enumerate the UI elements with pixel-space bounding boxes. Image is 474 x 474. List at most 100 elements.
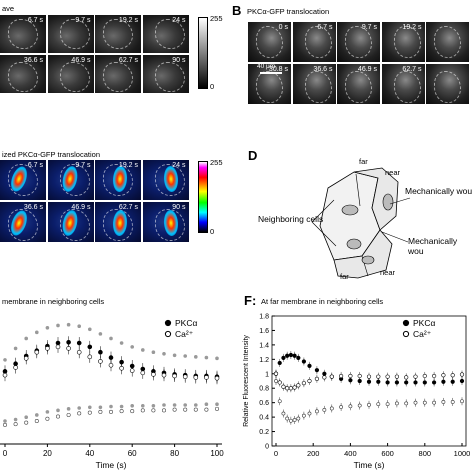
data-point	[183, 403, 187, 407]
cell-outline	[103, 62, 133, 92]
x-tick-label: 400	[344, 449, 357, 458]
data-point	[394, 374, 399, 379]
data-point	[88, 405, 92, 410]
panel-d-letter: D	[248, 148, 258, 163]
cell-outline	[154, 164, 185, 196]
panel-a-scale-max: 255	[210, 14, 223, 23]
data-point	[204, 375, 209, 380]
cell-outline	[8, 19, 38, 49]
y-tick-label: 1.8	[259, 314, 269, 321]
data-point	[441, 400, 446, 404]
data-point	[285, 386, 290, 391]
data-point	[77, 406, 81, 410]
cell-outline	[434, 26, 461, 58]
cell-outline	[8, 62, 38, 92]
data-point	[404, 401, 409, 406]
data-point	[450, 373, 455, 378]
data-point	[366, 374, 372, 379]
panel-b-tile	[426, 64, 469, 104]
timepoint-label: 30.8 s	[268, 66, 288, 73]
panel-b-tile: 9.7 s	[337, 22, 380, 62]
data-point	[172, 403, 177, 407]
data-point	[459, 378, 465, 384]
data-point	[141, 348, 145, 352]
timepoint-label: 90 s	[172, 57, 186, 64]
cell-outline	[59, 62, 90, 92]
y-tick-label: 0.4	[259, 415, 269, 422]
data-point	[459, 372, 465, 377]
panel-b-tile: 0 s	[248, 22, 291, 62]
x-tick-label: 200	[307, 449, 320, 458]
data-point	[348, 373, 353, 379]
timepoint-label: 6.7 s	[27, 17, 43, 24]
data-point	[277, 399, 282, 404]
data-point	[322, 407, 327, 412]
cell-outline	[103, 164, 133, 196]
panel-e-title: membrane in neighboring cells	[2, 297, 105, 306]
data-point	[130, 345, 134, 349]
data-point	[151, 403, 156, 408]
x-tick-label: 40	[85, 449, 94, 458]
data-point	[98, 332, 103, 336]
timepoint-label: 62.7 s	[118, 204, 138, 211]
data-point	[13, 417, 18, 422]
panel-a-colorbar	[198, 17, 208, 89]
data-point	[292, 385, 297, 390]
timepoint-label: 36.6 s	[23, 57, 43, 64]
data-point	[274, 379, 278, 383]
data-point	[204, 355, 209, 360]
data-point	[348, 404, 353, 409]
legend-label-pkca: PKCα	[413, 318, 435, 328]
data-point	[87, 410, 92, 415]
panel-b-letter: B	[232, 3, 242, 18]
data-point	[77, 324, 81, 329]
data-point	[45, 416, 50, 421]
y-tick-label: 1.2	[259, 357, 269, 364]
timepoint-label: 9.7 s	[75, 162, 91, 169]
panel-c-tile: 62.7 s	[95, 202, 141, 242]
panel-c-tile: 6.7 s	[0, 160, 46, 200]
panel-d-near-top: near	[385, 168, 401, 177]
timepoint-label: 62.7 s	[118, 57, 138, 64]
data-point	[130, 403, 134, 408]
data-point	[441, 373, 446, 378]
data-point	[281, 384, 286, 389]
panel-f-title: At far membrane in neighboring cells	[261, 297, 384, 306]
cell-outline	[304, 71, 332, 103]
data-point	[307, 378, 312, 384]
data-point	[285, 416, 290, 421]
x-tick-label: 0	[3, 449, 8, 458]
data-point	[329, 406, 334, 411]
data-point	[140, 408, 145, 413]
data-point	[296, 355, 301, 360]
panel-c-tile: 9.7 s	[47, 160, 94, 200]
timepoint-label: 24 s	[172, 17, 186, 24]
data-point	[55, 344, 61, 350]
data-point	[432, 400, 437, 405]
data-point	[357, 373, 362, 379]
timepoint-label: 9.7 s	[75, 17, 91, 24]
plot-frame	[271, 315, 467, 447]
data-point	[296, 383, 301, 388]
data-point	[162, 408, 167, 413]
data-point	[422, 373, 427, 379]
legend-marker-ca	[164, 330, 172, 338]
data-point	[56, 408, 60, 413]
timepoint-label: 9.7 s	[361, 24, 377, 31]
data-point	[34, 419, 39, 424]
data-point	[151, 372, 156, 377]
data-point	[302, 413, 306, 418]
data-point	[441, 379, 446, 384]
timepoint-label: 0 s	[278, 24, 288, 31]
data-point	[301, 381, 306, 386]
timepoint-label: 36.6 s	[313, 66, 333, 73]
y-tick-label: 0	[265, 444, 269, 451]
data-point	[98, 405, 103, 410]
data-point	[215, 406, 220, 411]
panel-b-tile	[426, 22, 469, 62]
data-point	[183, 407, 188, 412]
data-point	[394, 380, 399, 385]
data-point	[422, 400, 427, 405]
data-point	[45, 410, 50, 414]
panel-f-chart: 0 0.2 0.4 0.6 0.8 1 1.2 1.4 1.6 1.8 0 200 400 600 800 1…	[243, 314, 470, 471]
